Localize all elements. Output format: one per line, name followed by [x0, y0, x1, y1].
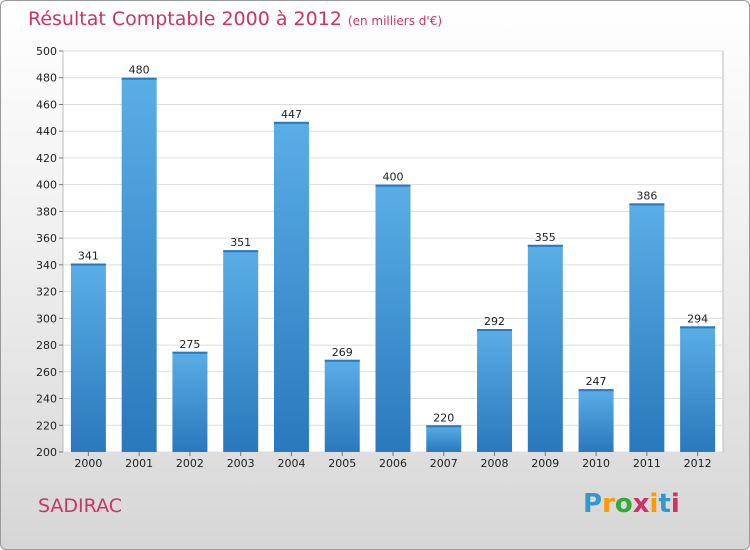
- bar-top-edge: [527, 244, 563, 247]
- y-tick-label: 380: [36, 205, 57, 218]
- logo-letter: o: [614, 489, 633, 519]
- bar-top-edge: [578, 389, 614, 392]
- bar-top-edge: [172, 351, 208, 354]
- y-tick-label: 320: [36, 286, 57, 299]
- x-tick-label-2005: 2005: [328, 457, 356, 470]
- y-tick-label: 260: [36, 366, 57, 379]
- bars: 341 480 275 351 447 269 400 220 292 355 247 386 294: [70, 64, 716, 453]
- bar-2009: [527, 244, 563, 452]
- value-label-2008: 292: [484, 315, 505, 328]
- bar-2010: [578, 389, 614, 452]
- bar-2003: [223, 250, 259, 452]
- bar-top-edge: [223, 250, 259, 253]
- logo-letter: P: [583, 489, 603, 519]
- y-tick-label: 280: [36, 339, 57, 352]
- bar-2001: [121, 77, 157, 452]
- y-tick-label: 220: [36, 419, 57, 432]
- bar-top-edge: [426, 425, 462, 428]
- value-label-2011: 386: [636, 189, 657, 202]
- x-tick-label-2004: 2004: [277, 457, 305, 470]
- x-tick-label-2012: 2012: [684, 457, 712, 470]
- bar-top-edge: [70, 263, 106, 266]
- value-label-2001: 480: [129, 64, 150, 77]
- bar-top-edge: [375, 184, 411, 187]
- y-axis: 200 220 240 260 280 300 320 340 360 380 400 420 440 4…: [36, 45, 63, 459]
- x-tick-label-2010: 2010: [582, 457, 610, 470]
- logo-letter: t: [658, 489, 671, 519]
- value-label-2005: 269: [332, 346, 353, 359]
- y-tick-label: 340: [36, 259, 57, 272]
- bar-2004: [273, 121, 309, 453]
- bar-2006: [375, 184, 411, 452]
- bar-top-edge: [121, 77, 157, 80]
- bar-top-edge: [324, 359, 360, 362]
- logo-letter: i: [649, 489, 659, 519]
- value-label-2009: 355: [535, 231, 556, 244]
- y-tick-label: 420: [36, 152, 57, 165]
- x-tick-label-2006: 2006: [379, 457, 407, 470]
- proxiti-logo: Proxiti: [583, 489, 680, 519]
- logo-letter: r: [602, 489, 615, 519]
- x-tick-label-2008: 2008: [481, 457, 509, 470]
- bar-top-edge: [273, 121, 309, 124]
- x-tick-label-2002: 2002: [176, 457, 204, 470]
- x-tick-label-2007: 2007: [430, 457, 458, 470]
- bar-top-edge: [477, 329, 513, 332]
- bar-2005: [324, 359, 360, 452]
- bar-2007: [426, 425, 462, 452]
- y-tick-label: 300: [36, 312, 57, 325]
- bar-top-edge: [680, 326, 716, 329]
- value-label-2003: 351: [230, 236, 251, 249]
- x-tick-label-2011: 2011: [633, 457, 661, 470]
- x-axis: 2000 2001 2002 2003 2004 2005 2006 2007 2008 2009…: [74, 452, 712, 470]
- y-tick-label: 460: [36, 98, 57, 111]
- bar-top-edge: [629, 203, 665, 206]
- logo-letter: x: [632, 489, 650, 519]
- bar-2008: [477, 329, 513, 452]
- value-label-2010: 247: [586, 375, 607, 388]
- bar-2000: [70, 263, 106, 452]
- commune-name: SADIRAC: [38, 495, 123, 517]
- x-tick-label-2001: 2001: [125, 457, 153, 470]
- y-tick-label: 240: [36, 393, 57, 406]
- chart-title: Résultat Comptable 2000 à 2012 (en millie…: [28, 8, 442, 30]
- y-tick-label: 360: [36, 232, 57, 245]
- value-label-2004: 447: [281, 108, 302, 121]
- chart-subtitle: (en milliers d'€): [347, 14, 443, 28]
- value-label-2007: 220: [433, 411, 454, 424]
- bar-2012: [680, 326, 716, 452]
- value-label-2006: 400: [383, 171, 404, 184]
- bar-2002: [172, 351, 208, 452]
- y-tick-label: 400: [36, 179, 57, 192]
- y-tick-label: 480: [36, 72, 57, 85]
- y-tick-label: 440: [36, 125, 57, 138]
- x-tick-label-2003: 2003: [227, 457, 255, 470]
- x-tick-label-2009: 2009: [531, 457, 559, 470]
- logo-letter: i: [670, 489, 680, 519]
- y-tick-label: 200: [36, 446, 57, 459]
- value-label-2002: 275: [179, 338, 200, 351]
- bar-2011: [629, 203, 665, 452]
- value-label-2012: 294: [687, 312, 708, 325]
- y-tick-label: 500: [36, 45, 57, 58]
- value-label-2000: 341: [78, 250, 99, 263]
- chart-title-text: Résultat Comptable 2000 à 2012: [28, 8, 342, 30]
- x-tick-label-2000: 2000: [74, 457, 102, 470]
